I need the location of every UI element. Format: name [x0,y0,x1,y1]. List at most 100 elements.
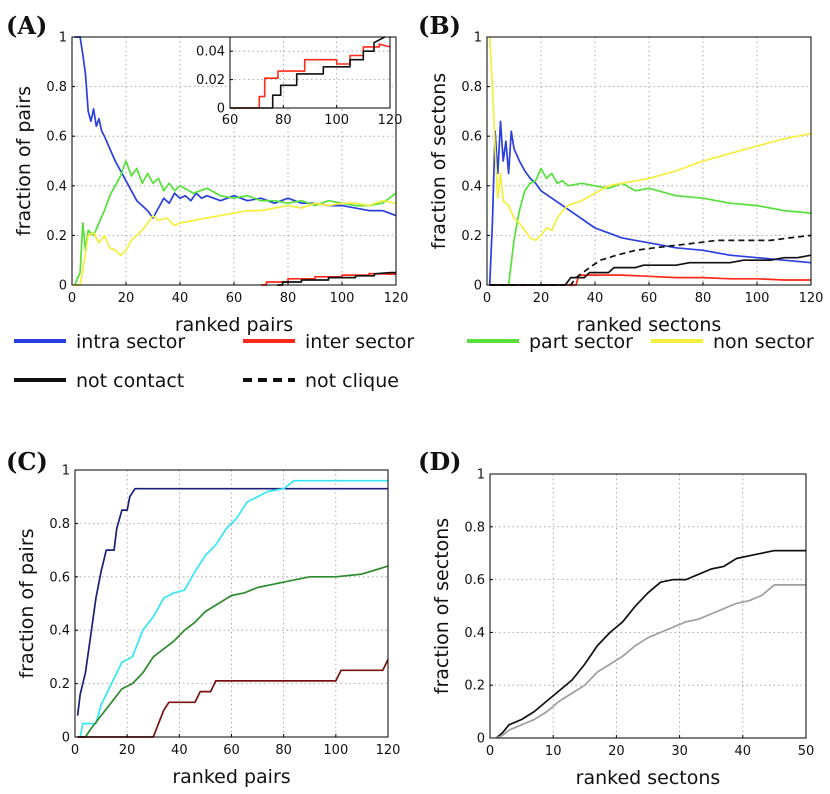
y-tick-label: 0.8 [461,80,482,95]
y-tick-label: 0.6 [464,573,485,588]
legend-label: non sector [713,331,814,353]
y-tick-label: 1 [62,464,70,479]
x-tick-label: 120 [799,291,824,306]
series-line-not-contact [489,254,812,286]
y-tick-label: 1 [474,31,482,46]
x-tick-label: 0 [483,291,491,306]
y-axis-title: fraction of sectons [428,73,450,249]
x-tick-label: 60 [226,291,243,306]
series-line-non-sector [74,199,397,286]
y-tick-label: 0.2 [461,229,482,244]
x-tick-label: 20 [118,291,135,306]
chart-d: 0 10 20 30 40 50 0 0.2 0.4 0.6 0.8 1 ranked sectons f… [418,447,814,789]
y-tick-label: 0.4 [461,179,482,194]
x-tick-label: 20 [119,743,136,758]
y-tick-label: 0 [59,279,67,294]
chart-b: 0 20 40 60 80 100 120 0 0.2 0.4 0.6 0.8 1 ranked sect… [418,11,823,336]
plot-frame [489,473,807,739]
y-tick-label: 0.4 [49,624,70,639]
x-tick-label: 0 [486,744,494,759]
series-line-black [495,549,806,739]
y-tick-label: 0 [217,102,225,117]
y-tick-label: 0.8 [49,517,70,532]
x-tick-label: 60 [222,113,239,128]
y-tick-label: 0 [62,731,70,746]
panel-label: (C) [6,447,48,476]
legend-label: part sector [529,331,633,353]
legend-label: not clique [305,370,399,392]
y-tick-label: 0.2 [46,229,67,244]
x-tick-label: 50 [798,744,815,759]
y-tick-label: 0.04 [196,45,225,60]
series-line-inter-sector [261,272,397,286]
y-tick-label: 0.6 [49,570,70,585]
y-axis-title: fraction of sectons [431,518,453,694]
x-tick-label: 80 [275,113,292,128]
x-tick-label: 60 [223,743,240,758]
chart-c: 0 20 40 60 80 100 120 0 0.2 0.4 0.6 0.8 1 ranked pair… [6,447,400,788]
y-tick-label: 1 [477,468,485,483]
y-axis-title: fraction of pairs [13,86,35,236]
x-axis-title: ranked pairs [172,766,290,788]
panel-label: (B) [418,11,461,40]
legend-label: not contact [76,370,184,392]
legend: intra sector inter sector part sector non s… [14,331,814,392]
panel-label: (D) [418,447,462,476]
x-tick-label: 40 [172,291,189,306]
y-axis-title: fraction of pairs [16,528,38,678]
series-line-navy [76,487,388,716]
series-line-inter-sector [230,43,391,109]
series-line-part-sector [73,160,397,286]
series-line-intra-sector [74,36,397,219]
series-line-not-clique [489,234,812,286]
y-tick-label: 0.4 [46,179,67,194]
y-tick-label: 0.8 [46,80,67,95]
series-line-maroon [77,659,389,738]
legend-label: inter sector [305,331,414,353]
x-tick-label: 100 [324,113,349,128]
x-tick-label: 40 [587,291,604,306]
legend-label: intra sector [76,331,185,353]
chart-a-inset: 60 80 100 120 0 0.02 0.04 [196,36,403,128]
x-tick-label: 10 [545,744,562,759]
y-tick-label: 0.02 [196,73,225,88]
y-tick-label: 0.8 [464,520,485,535]
series-line-part-sector [489,167,812,286]
series-line-non-sector [488,36,812,242]
series-line-not-contact [277,271,396,286]
y-tick-label: 0.2 [49,677,70,692]
y-tick-label: 1 [59,31,67,46]
x-tick-label: 20 [533,291,550,306]
series-line-green [77,565,389,738]
y-tick-label: 0.2 [464,679,485,694]
x-tick-label: 20 [608,744,625,759]
x-tick-label: 80 [275,743,292,758]
x-tick-label: 40 [735,744,752,759]
x-tick-label: 80 [280,291,297,306]
x-tick-label: 120 [376,743,401,758]
panel-label: (A) [6,11,47,40]
y-tick-label: 0 [477,732,485,747]
y-tick-label: 0.6 [46,130,67,145]
y-tick-label: 0.4 [464,626,485,641]
x-tick-label: 30 [671,744,688,759]
x-tick-label: 60 [641,291,658,306]
y-tick-label: 0.6 [461,130,482,145]
x-tick-label: 100 [745,291,770,306]
series-line-gray [495,584,806,739]
x-tick-label: 80 [695,291,712,306]
series-line-intra-sector [488,120,812,286]
series-line-inter-sector [489,274,811,286]
series-line-cyan [79,479,388,738]
x-tick-label: 40 [171,743,188,758]
x-tick-label: 100 [323,743,348,758]
y-tick-label: 0 [474,279,482,294]
x-tick-label: 120 [378,113,403,128]
x-tick-label: 100 [330,291,355,306]
x-axis-title: ranked sectons [577,314,722,336]
x-tick-label: 0 [68,291,76,306]
x-axis-title: ranked pairs [175,314,293,336]
x-tick-label: 0 [71,743,79,758]
x-axis-title: ranked sectons [576,767,721,789]
